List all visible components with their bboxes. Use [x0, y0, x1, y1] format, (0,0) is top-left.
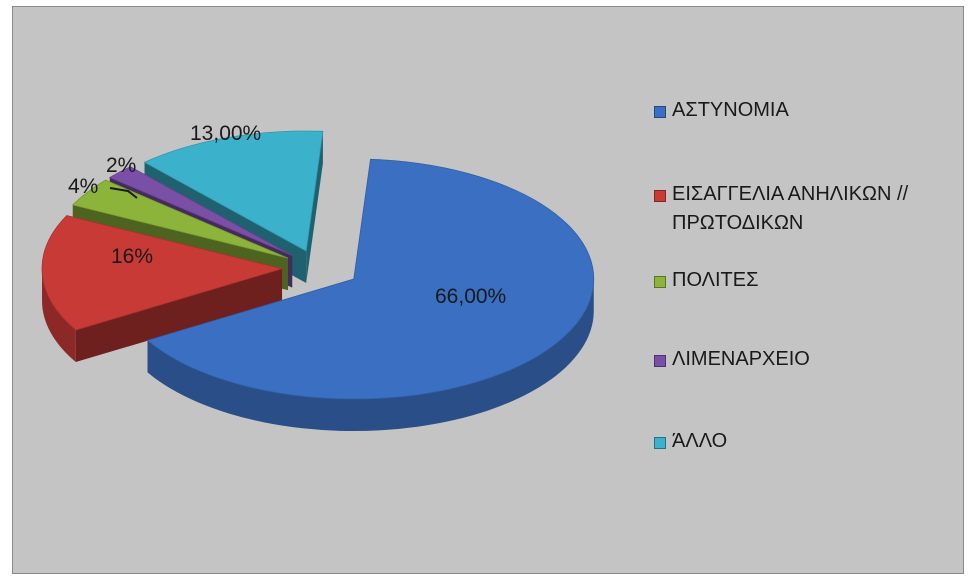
leader-line: [109, 187, 138, 199]
legend-label: ΕΙΣΑΓΓΕΛΙΑ ΑΝΗΛΙΚΩΝ // ΠΡΩΤΟΔΙΚΩΝ: [672, 183, 909, 234]
legend-item-allo: ΆΛΛΟ: [654, 430, 727, 456]
legend-item-polites: ΠΟΛΙΤΕΣ: [654, 269, 758, 295]
legend-label: ΠΟΛΙΤΕΣ: [672, 269, 759, 291]
data-label-allo: 13,00%: [190, 122, 261, 145]
legend-item-astynomia: ΑΣΤΥΝΟΜΙΑ: [654, 99, 789, 125]
data-label-polites: 4%: [68, 175, 98, 198]
data-label-astynomia: 66,00%: [435, 285, 506, 308]
legend-item-limenarxeio: ΛΙΜΕΝΑΡΧΕΙΟ: [654, 348, 810, 374]
legend-label: ΆΛΛΟ: [672, 430, 728, 452]
slice-astynomia: [146, 158, 595, 432]
legend-swatch: [654, 106, 666, 118]
legend-swatch: [654, 355, 666, 367]
slice-eisaggelia: [41, 215, 284, 363]
data-label-limenarxeio: 2%: [106, 154, 136, 177]
data-label-eisaggelia: 16%: [111, 245, 153, 268]
legend-swatch: [654, 437, 666, 449]
legend-label: ΛΙΜΕΝΑΡΧΕΙΟ: [672, 348, 810, 370]
legend-swatch: [654, 276, 666, 288]
legend-item-eisaggelia: ΕΙΣΑΓΓΕΛΙΑ ΑΝΗΛΙΚΩΝ // ΠΡΩΤΟΔΙΚΩΝ: [654, 183, 972, 238]
legend-swatch: [654, 190, 666, 202]
legend-label: ΑΣΤΥΝΟΜΙΑ: [672, 99, 789, 121]
